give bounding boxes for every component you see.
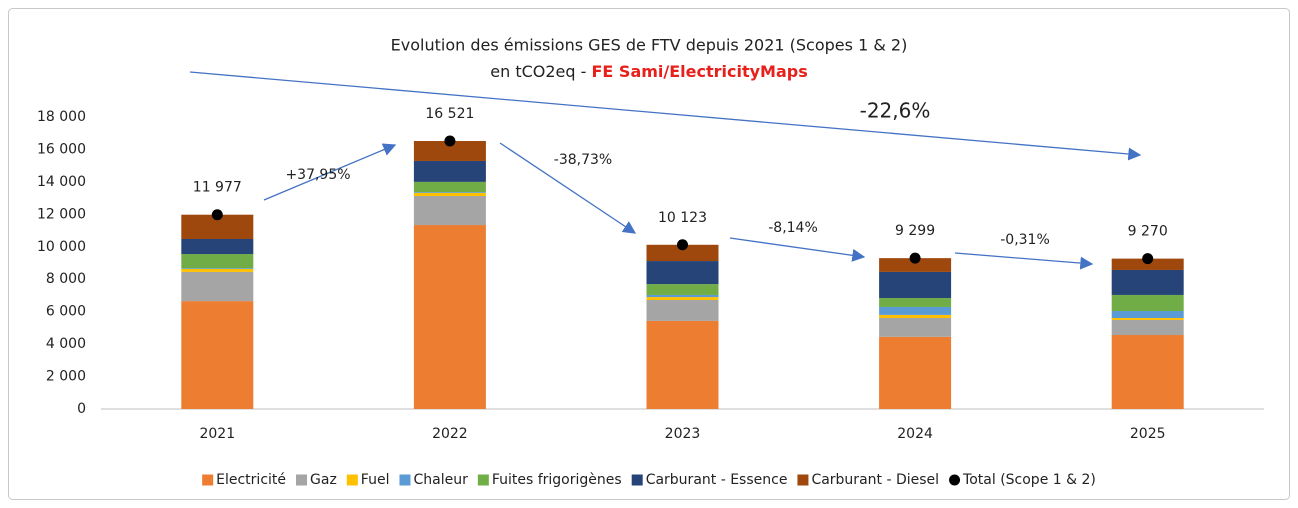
bar-segment <box>646 299 719 321</box>
legend-label: Carburant - Essence <box>646 472 788 488</box>
bar-segment <box>413 192 486 193</box>
legend-label: Fuel <box>361 472 390 488</box>
x-tick-label: 2025 <box>1130 426 1166 442</box>
bar-segment <box>879 298 952 307</box>
bar-segment <box>181 301 254 409</box>
bar-segment <box>181 271 254 302</box>
x-tick-label: 2023 <box>665 426 701 442</box>
bar-segment <box>879 317 952 337</box>
annotation: -22,6% <box>860 99 931 123</box>
bar-segment <box>879 336 952 409</box>
legend-swatch <box>399 474 411 486</box>
y-tick-label: 14 000 <box>37 174 86 190</box>
annotation: -0,31% <box>1000 232 1050 248</box>
bar-segment <box>879 258 952 272</box>
legend-swatch <box>296 474 308 486</box>
bar-segment <box>646 261 719 285</box>
legend-label: Chaleur <box>413 472 468 488</box>
x-tick-label: 2021 <box>199 426 235 442</box>
bar-segment <box>879 306 952 315</box>
y-tick-label: 2 000 <box>46 369 86 385</box>
bar-segment <box>646 284 719 295</box>
bar-segment <box>1111 258 1184 270</box>
y-tick-label: 16 000 <box>37 141 86 157</box>
total-label: 10 123 <box>658 210 707 226</box>
trend-arrow <box>729 237 866 262</box>
trend-arrow <box>263 143 397 201</box>
legend-swatch <box>631 474 643 486</box>
y-tick-label: 4 000 <box>46 336 86 352</box>
legend-swatch <box>797 474 809 486</box>
total-label: 9 299 <box>895 223 935 239</box>
legend-label: Gaz <box>310 472 337 488</box>
subtitle-highlight: FE Sami/ElectricityMaps <box>591 62 807 81</box>
total-label: 11 977 <box>193 180 242 196</box>
bar-segment <box>646 320 719 409</box>
bar-segment <box>1111 335 1184 409</box>
total-marker <box>677 239 688 251</box>
bar-segment <box>181 254 254 269</box>
subtitle-text: en tCO2eq - <box>490 62 591 81</box>
total-marker <box>909 252 921 264</box>
total-marker <box>1142 253 1154 265</box>
x-tick-label: 2022 <box>432 426 468 442</box>
annotation: +37,95% <box>285 167 350 183</box>
legend-label: Fuites frigorigènes <box>492 472 622 488</box>
legend-label: Total (Scope 1 & 2) <box>962 472 1096 488</box>
y-tick-label: 18 000 <box>37 109 86 125</box>
legend-label: Electricité <box>216 472 286 488</box>
bar-segment <box>646 297 719 300</box>
bar-segment <box>1111 311 1184 318</box>
total-label: 16 521 <box>425 106 474 122</box>
total-marker <box>444 135 456 147</box>
y-tick-label: 8 000 <box>46 271 86 287</box>
bar-segment <box>413 225 486 409</box>
bar-segment <box>413 181 486 193</box>
y-tick-label: 0 <box>77 401 86 417</box>
bar-segment <box>646 244 719 262</box>
bar-segment <box>1111 294 1184 312</box>
trend-arrow <box>499 142 637 234</box>
x-tick-label: 2024 <box>897 426 933 442</box>
chart-title: Evolution des émissions GES de FTV depui… <box>391 36 908 55</box>
bar-segment <box>181 268 254 270</box>
bar-segment <box>413 196 486 226</box>
bar-segment <box>413 160 486 182</box>
bar-segment <box>1111 269 1184 295</box>
total-label: 9 270 <box>1128 224 1168 240</box>
y-tick-label: 6 000 <box>46 304 86 320</box>
bar-segment <box>413 192 486 197</box>
bar-segment <box>879 271 952 299</box>
chart-subtitle: en tCO2eq - FE Sami/ElectricityMaps <box>490 62 808 81</box>
legend-swatch <box>949 474 961 486</box>
total-marker <box>211 209 223 221</box>
y-tick-label: 10 000 <box>37 239 86 255</box>
y-tick-label: 12 000 <box>37 206 86 222</box>
legend-swatch <box>346 474 358 486</box>
legend-label: Carburant - Diesel <box>811 472 939 488</box>
bar-segment <box>646 294 719 298</box>
bar-segment <box>181 269 254 272</box>
annotation: -8,14% <box>768 220 818 236</box>
trend-arrow <box>189 71 1142 161</box>
bar-segment <box>413 140 486 161</box>
bar-segment <box>1111 319 1184 336</box>
bar-segment <box>181 238 254 255</box>
bar-segment <box>1111 317 1184 320</box>
annotation: -38,73% <box>554 152 612 168</box>
legend-swatch <box>202 474 214 486</box>
bar-segment <box>879 314 952 318</box>
trend-arrow <box>954 252 1094 270</box>
legend-swatch <box>477 474 489 486</box>
